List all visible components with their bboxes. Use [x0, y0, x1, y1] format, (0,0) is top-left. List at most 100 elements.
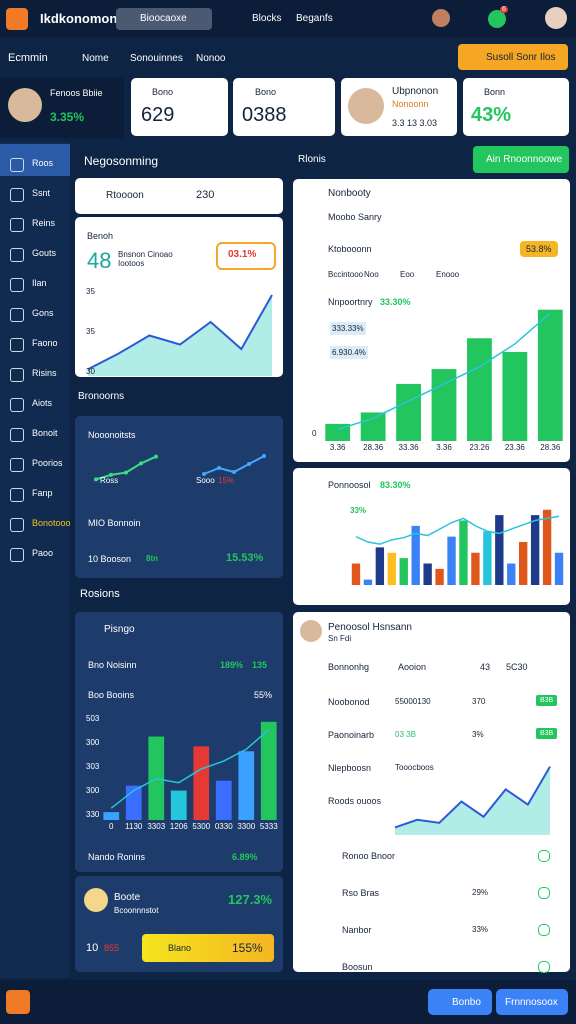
app-title: Ikdkonomonn	[40, 11, 126, 26]
filter[interactable]: 43	[480, 662, 491, 672]
row-name: Nlepboosn	[328, 763, 372, 773]
x-tick-label: 3303	[147, 822, 165, 831]
sidebar-item[interactable]: Paoo	[32, 548, 54, 558]
filter[interactable]: Aooion	[398, 662, 427, 672]
line	[87, 294, 273, 371]
bar-label: Blano	[168, 943, 192, 953]
progress-bar	[142, 934, 274, 962]
list-check[interactable]	[538, 924, 550, 936]
bar	[351, 563, 361, 585]
row-name: Paonoinarb	[328, 730, 375, 740]
action-button[interactable]	[473, 146, 569, 173]
list-check[interactable]	[538, 850, 550, 862]
bar	[399, 558, 408, 585]
y-tick-label: 30	[86, 367, 95, 376]
panel-value: 135	[252, 660, 268, 670]
trend-line	[355, 515, 560, 545]
bar	[507, 563, 516, 585]
card-head-value: 83.30%	[380, 480, 411, 490]
sidebar-icon	[10, 218, 24, 232]
tab[interactable]: Enooo	[436, 270, 460, 279]
area-chart	[394, 766, 551, 835]
bar	[554, 552, 564, 585]
sidebar-item[interactable]: Gons	[32, 308, 54, 318]
sidebar-item[interactable]: Bonotooo	[32, 518, 71, 528]
list-check[interactable]	[538, 887, 550, 899]
row-name: Noobonod	[328, 697, 370, 707]
list-check[interactable]	[538, 961, 550, 973]
sidebar-item[interactable]: Aiots	[32, 398, 53, 408]
sidebar-item[interactable]: Faono	[32, 338, 58, 348]
stat-value: 3.3 13 3.03	[392, 118, 438, 128]
sidebar-item[interactable]: Ssnt	[32, 188, 51, 198]
x-tick-label: 5300	[192, 822, 210, 831]
sidebar-item[interactable]: Reins	[32, 218, 56, 228]
bar	[471, 552, 480, 585]
x-tick-label: 0	[109, 822, 114, 831]
sidebar-item[interactable]: Gouts	[32, 248, 57, 258]
search-box[interactable]	[116, 8, 212, 30]
nav-link[interactable]: Beganfs	[296, 13, 333, 24]
bar	[260, 721, 277, 820]
avatar[interactable]	[545, 7, 567, 29]
tab[interactable]: Nonoo	[196, 53, 226, 64]
logo[interactable]	[6, 990, 30, 1014]
sidebar-icon	[10, 278, 24, 292]
bar-value: 155%	[232, 941, 263, 955]
tab[interactable]: Noo	[364, 270, 379, 279]
filter[interactable]: 5C30	[506, 662, 528, 672]
panel	[75, 612, 283, 872]
stat-label: Bono	[255, 87, 277, 97]
button[interactable]	[428, 989, 492, 1015]
sidebar-item[interactable]: Fanp	[32, 488, 53, 498]
button-label: Frnnnosoox	[505, 997, 558, 1008]
notification-icon[interactable]	[488, 10, 506, 28]
panel-value: 189%	[220, 660, 244, 670]
panel-value: 15.53%	[226, 552, 264, 564]
panel-tag: 855	[104, 943, 120, 953]
nav-link[interactable]: Blocks	[252, 13, 282, 24]
filter[interactable]: Bonnonhg	[328, 662, 370, 672]
bar	[396, 383, 421, 441]
card-title: Nonbooty	[328, 188, 371, 199]
search-text: Bioocaoxe	[140, 13, 187, 24]
avatar	[348, 88, 384, 124]
sidebar-icon	[10, 188, 24, 202]
sidebar-icon	[10, 518, 24, 532]
sidebar-item[interactable]: Poorios	[32, 458, 63, 468]
stat-card	[131, 78, 228, 136]
bar	[519, 542, 528, 585]
select-card[interactable]	[75, 178, 283, 214]
row-value: 03 3B	[395, 730, 416, 739]
tab[interactable]: Eoo	[400, 270, 415, 279]
sidebar-item[interactable]: Ilan	[32, 278, 47, 288]
bar	[537, 309, 563, 441]
sidebar-icon	[10, 548, 24, 562]
stat-value: 629	[141, 104, 175, 126]
panel-foot: 10 Booson	[88, 554, 132, 564]
stat-value: 43%	[471, 104, 512, 126]
row-value: Tooocboos	[395, 763, 434, 772]
action-button[interactable]	[458, 44, 568, 70]
card-row: Ktobooonn	[328, 244, 372, 254]
y-tick-label: 35	[86, 327, 95, 336]
bar	[483, 531, 492, 585]
point	[247, 462, 251, 466]
list-pct: 29%	[472, 888, 489, 897]
tag: 33%	[350, 506, 367, 515]
sidebar-item[interactable]: Bonoit	[32, 428, 58, 438]
sidebar-icon	[10, 428, 24, 442]
panel-tag: 8tn	[146, 554, 158, 563]
tab[interactable]: Bccintooo	[328, 270, 364, 279]
tab[interactable]: Nome	[82, 53, 109, 64]
tab[interactable]: Sonouinnes	[130, 53, 183, 64]
badge	[216, 242, 276, 270]
button[interactable]	[496, 989, 568, 1015]
sidebar-item[interactable]: Risins	[32, 368, 57, 378]
button-label: Susoll Sonr Ilos	[486, 52, 556, 63]
row-tag: B3B	[536, 728, 558, 739]
avatar[interactable]	[432, 9, 450, 27]
badge-text: 03.1%	[228, 249, 257, 260]
sidebar-item[interactable]: Roos	[32, 158, 54, 168]
area-chart	[87, 294, 273, 376]
